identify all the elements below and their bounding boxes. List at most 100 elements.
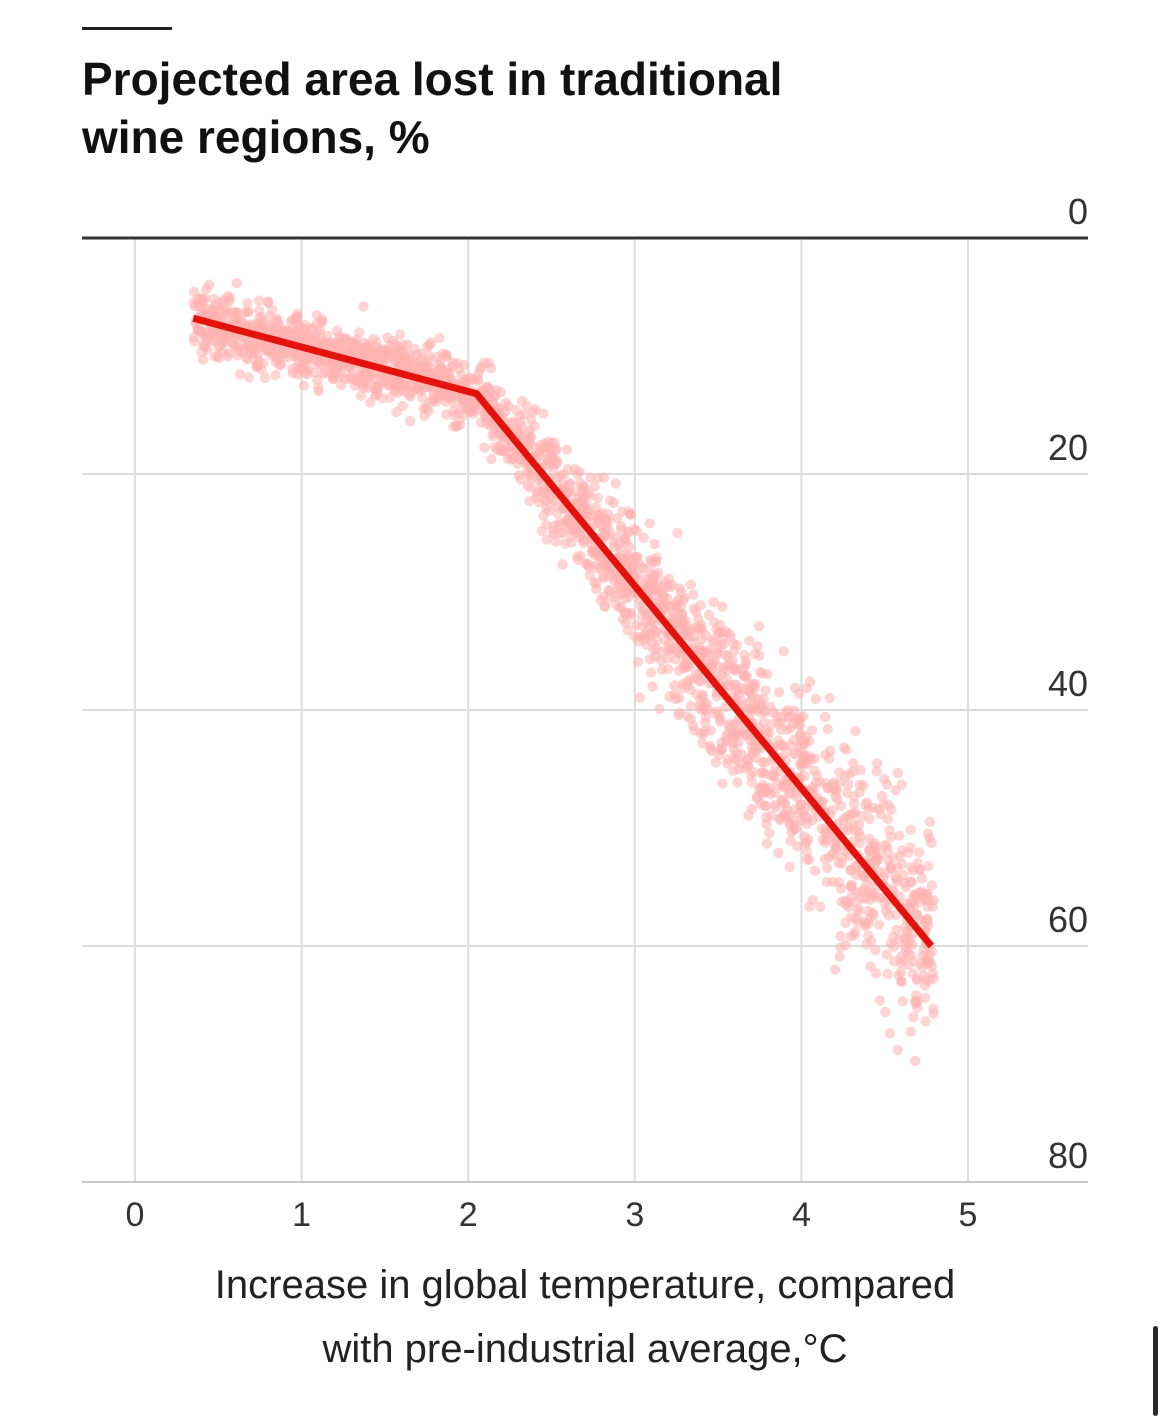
scatter-point	[928, 1008, 939, 1019]
scrollbar[interactable]	[1153, 1326, 1158, 1416]
scatter-point	[824, 692, 835, 704]
scatter-point	[582, 558, 593, 569]
scatter-point	[905, 824, 916, 835]
scatter-point	[822, 862, 833, 874]
scatter-point	[900, 934, 912, 945]
scatter-point	[258, 324, 269, 335]
scatter-point	[740, 730, 752, 741]
scatter-point	[773, 847, 784, 859]
scatter-point	[769, 787, 781, 798]
scatter-point	[422, 341, 433, 352]
scatter-point	[434, 332, 445, 344]
scatter-point	[675, 586, 687, 598]
scatter-point	[730, 685, 742, 696]
scatter-point	[848, 930, 860, 941]
scatter-point	[465, 401, 477, 412]
scatter-point	[807, 782, 818, 793]
scatter-point	[926, 960, 937, 972]
scatter-point	[820, 711, 831, 723]
scatter-point	[777, 740, 788, 751]
scatter-point	[878, 799, 889, 810]
scatter-point	[695, 599, 706, 611]
scatter-point	[562, 516, 574, 527]
scatter-point	[890, 871, 901, 882]
scatter-point	[200, 341, 211, 352]
scatter-point	[804, 901, 815, 912]
scatter-point	[584, 570, 595, 581]
x-tick-label: 2	[459, 1196, 478, 1234]
scatter-point	[744, 635, 755, 646]
scatter-point	[778, 808, 789, 820]
scatter-point	[516, 395, 528, 407]
scatter-point	[597, 571, 609, 582]
scatter-point	[230, 306, 241, 318]
scatter-point	[871, 766, 882, 777]
scatter-point	[922, 828, 934, 839]
scatter-point	[835, 800, 847, 812]
scatter-point	[792, 841, 803, 852]
scatter-point	[705, 743, 716, 754]
scatter-point	[612, 582, 623, 593]
scatter-point	[848, 758, 859, 769]
scatter-point	[800, 838, 811, 849]
scatter-point	[525, 414, 537, 425]
scatter-point	[831, 785, 842, 796]
scatter-point	[585, 510, 596, 522]
scatter-point	[860, 800, 872, 811]
scatter-point	[879, 773, 890, 785]
scatter-point	[922, 901, 933, 912]
scatter-point	[809, 753, 820, 764]
scatter-point	[502, 453, 513, 464]
scatter-point	[451, 421, 462, 432]
scatter-point	[836, 858, 847, 869]
scatter-point	[843, 896, 855, 908]
scatter-point	[916, 873, 928, 884]
scatter-point	[232, 342, 243, 353]
scatter-point	[654, 703, 665, 715]
scatter-point	[390, 385, 401, 396]
scatter-point	[309, 367, 320, 378]
scatter-point	[680, 661, 692, 673]
scatter-point	[404, 352, 416, 363]
scatter-point	[884, 1028, 896, 1039]
scatter-point	[649, 538, 660, 550]
scatter-point	[645, 667, 657, 678]
scatter-point	[672, 527, 683, 539]
scatter-point	[645, 559, 657, 571]
scatter-point	[234, 369, 246, 380]
scatter-point	[753, 621, 765, 632]
scatter-point	[542, 454, 554, 465]
scatter-point	[557, 559, 568, 570]
scatter-point	[419, 410, 430, 422]
scatter-point	[865, 961, 876, 972]
scatter-point	[253, 295, 265, 306]
axis-labels: 0 1 2 3 4 5 0 20 40 60 80	[126, 191, 1088, 1234]
scatter-point	[880, 905, 892, 917]
scatter-point	[685, 713, 696, 725]
scatter-point	[349, 374, 360, 385]
scatter-point	[293, 324, 304, 335]
scatter-point	[628, 554, 639, 565]
scatter-point	[914, 847, 925, 858]
scatter-point	[722, 659, 733, 671]
scatter-point	[926, 837, 937, 849]
scatter-point	[524, 424, 535, 436]
scatter-point	[921, 890, 932, 901]
scatter-point	[794, 730, 806, 741]
scatter-point	[773, 718, 784, 730]
scatter-point	[892, 1044, 903, 1056]
scatter-point	[312, 382, 324, 394]
scatter-point	[577, 534, 589, 545]
scatter-point	[894, 830, 905, 841]
scatter-point	[617, 554, 629, 565]
scatter-point	[732, 777, 743, 788]
scatter-point	[708, 597, 719, 608]
scatter-point	[908, 1011, 919, 1023]
scatter-point	[785, 740, 796, 751]
scatter-point	[733, 737, 744, 748]
scatter-point	[404, 416, 416, 427]
scatter-point	[912, 857, 923, 869]
scatter-point	[669, 689, 680, 700]
scatter-point	[197, 354, 209, 365]
scatter-point	[610, 591, 621, 602]
